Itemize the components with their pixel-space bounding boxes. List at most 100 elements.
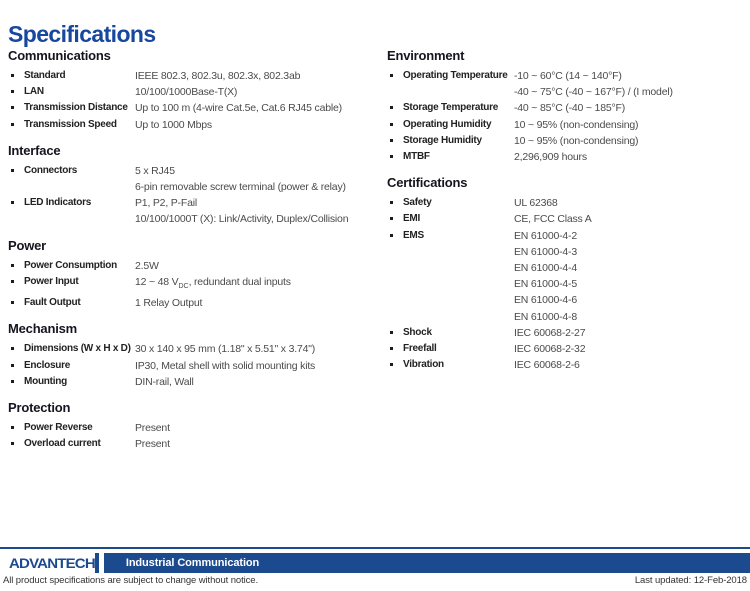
spec-row-transmission-speed: Transmission Speed Up to 1000 Mbps — [8, 117, 382, 133]
bullet-icon — [387, 228, 403, 237]
bullet-icon — [387, 68, 403, 77]
bullet-square-icon — [390, 74, 393, 77]
spec-row-led-indicators: LED Indicators P1, P2, P-Fail 10/100/1000T… — [8, 195, 382, 227]
bullet-icon — [8, 274, 24, 283]
section-title: Certifications — [387, 175, 468, 191]
spec-row-safety: Safety UL 62368 — [387, 195, 745, 211]
bullet-square-icon — [11, 263, 14, 267]
spec-label: Vibration — [403, 359, 444, 371]
footer-brand-bar: ADVANTECH Industrial Communication — [0, 553, 750, 573]
spec-label: Dimensions (W x H x D) — [24, 343, 131, 355]
spec-label: Fault Output — [24, 297, 81, 309]
spec-value-line: DIN-rail, Wall — [135, 375, 194, 388]
spec-value-line: 10 ~ 95% (non-condensing) — [514, 118, 639, 131]
spec-label: Transmission Distance — [24, 102, 128, 114]
spec-value: DIN-rail, Wall — [135, 374, 194, 390]
right-column: Environment Operating Temperature -10 ~ 60… — [387, 48, 745, 373]
bullet-square-icon — [390, 217, 393, 221]
spec-value: Present — [135, 436, 170, 452]
spec-value-line: EN 61000-4-6 — [514, 294, 577, 307]
value-text: 12 ~ 48 V — [135, 275, 179, 288]
bullet-square-icon — [11, 279, 14, 283]
page-title: Specifications — [8, 21, 156, 48]
spec-label: Operating Temperature — [403, 70, 508, 81]
spec-value-line: CE, FCC Class A — [514, 213, 592, 226]
spec-row-vibration: Vibration IEC 60068-2-6 — [387, 357, 745, 373]
bullet-square-icon — [390, 347, 393, 351]
advantech-logo-text: ADVANTECH — [9, 554, 96, 572]
section-mechanism: Mechanism Dimensions (W x H x D) 30 x 140 … — [8, 321, 382, 390]
bullet-icon — [387, 100, 403, 110]
spec-value: 12 ~ 48 VDC, redundant dual inputs — [135, 274, 291, 295]
spec-value-line: -40 ~ 85°C (-40 ~ 185°F) — [514, 102, 625, 115]
spec-value: P1, P2, P-Fail 10/100/1000T (X): Link/Act… — [135, 195, 349, 227]
spec-value-line: EN 61000-4-8 — [514, 310, 577, 323]
spec-label: Connectors — [24, 164, 78, 176]
footer-meta-row: All product specifications are subject t… — [0, 575, 750, 586]
disclaimer-text: All product specifications are subject t… — [3, 575, 258, 586]
spec-label: Power Input — [24, 275, 79, 287]
spec-value-line: 10/100/1000T (X): Link/Activity, Duplex/… — [135, 213, 349, 226]
spec-row-enclosure: Enclosure IP30, Metal shell with solid mo… — [8, 358, 382, 374]
spec-value: 10 ~ 95% (non-condensing) — [514, 133, 638, 149]
advantech-logo: ADVANTECH — [0, 553, 96, 573]
spec-row-dimensions-w-x-h-x-d: Dimensions (W x H x D) 30 x 140 x 95 mm (… — [8, 341, 382, 357]
bullet-square-icon — [390, 201, 393, 205]
spec-row-mtbf: MTBF 2,296,909 hours — [387, 149, 745, 165]
bullet-square-icon — [390, 106, 393, 110]
bullet-square-icon — [390, 155, 393, 159]
bullet-square-icon — [11, 168, 14, 172]
spec-label: Power Consumption — [24, 259, 117, 271]
spec-value: Up to 1000 Mbps — [135, 117, 212, 133]
bullet-icon — [387, 341, 403, 351]
bullet-icon — [8, 68, 24, 77]
spec-value-line: -40 ~ 75°C (-40 ~ 167°F) / (I model) — [514, 86, 673, 99]
spec-label: Storage Humidity — [403, 134, 482, 146]
spec-value: EN 61000-4-2 EN 61000-4-3 EN 61000-4-4 EN 6… — [514, 228, 577, 325]
spec-label: Overload current — [24, 438, 101, 450]
spec-label: LAN — [24, 86, 44, 98]
bullet-square-icon — [11, 90, 14, 94]
bullet-square-icon — [11, 425, 14, 429]
bullet-icon — [387, 325, 403, 334]
bullet-square-icon — [390, 330, 393, 334]
spec-value: IEC 60068-2-6 — [514, 357, 580, 373]
section-title: Interface — [8, 142, 61, 158]
section-interface: Interface Connectors 5 x RJ45 6-pin removab… — [8, 143, 382, 228]
spec-value-line: Present — [135, 421, 170, 434]
left-column: Communications Standard IEEE 802.3, 802.3u… — [8, 48, 382, 452]
spec-label: Power Reverse — [24, 421, 93, 433]
bullet-icon — [8, 163, 24, 172]
spec-value: CE, FCC Class A — [514, 211, 592, 227]
spec-row-freefall: Freefall IEC 60068-2-32 — [387, 341, 745, 357]
spec-label: Operating Humidity — [403, 118, 492, 130]
bullet-icon — [8, 100, 24, 110]
spec-value-line: EN 61000-4-3 — [514, 245, 577, 258]
spec-value: -40 ~ 85°C (-40 ~ 185°F) — [514, 100, 625, 116]
spec-row-power-input: Power Input 12 ~ 48 VDC, redundant dual i… — [8, 274, 382, 295]
bullet-icon — [387, 149, 403, 159]
spec-value-line: IEC 60068-2-27 — [514, 326, 586, 339]
spec-value-line: 6-pin removable screw terminal (power & … — [135, 181, 346, 194]
spec-value-line: IEEE 802.3, 802.3u, 802.3x, 802.3ab — [135, 70, 301, 82]
spec-row-operating-temperature: Operating Temperature -10 ~ 60°C (14 ~ 14… — [387, 68, 745, 100]
bullet-square-icon — [390, 233, 393, 237]
bullet-icon — [387, 133, 403, 142]
spec-value: 1 Relay Output — [135, 295, 202, 311]
spec-label: LED Indicators — [24, 197, 92, 209]
bullet-square-icon — [11, 301, 14, 305]
spec-value: Up to 100 m (4-wire Cat.5e, Cat.6 RJ45 c… — [135, 100, 342, 116]
bullet-icon — [8, 374, 24, 383]
section-title: Protection — [8, 399, 71, 415]
bullet-icon — [387, 357, 403, 367]
bullet-square-icon — [11, 201, 14, 205]
spec-value-line: EN 61000-4-5 — [514, 278, 577, 291]
section-title: Communications — [8, 48, 111, 63]
bullet-icon — [387, 117, 403, 126]
spec-value-line: Up to 100 m (4-wire Cat.5e, Cat.6 RJ45 c… — [135, 102, 342, 115]
spec-label: Shock — [403, 326, 432, 338]
spec-row-lan: LAN 10/100/1000Base-T(X) — [8, 84, 382, 100]
spec-value: 30 x 140 x 95 mm (1.18" x 5.51" x 3.74") — [135, 341, 315, 357]
category-bar-label: Industrial Communication — [125, 557, 260, 569]
spec-label: EMI — [403, 213, 421, 225]
